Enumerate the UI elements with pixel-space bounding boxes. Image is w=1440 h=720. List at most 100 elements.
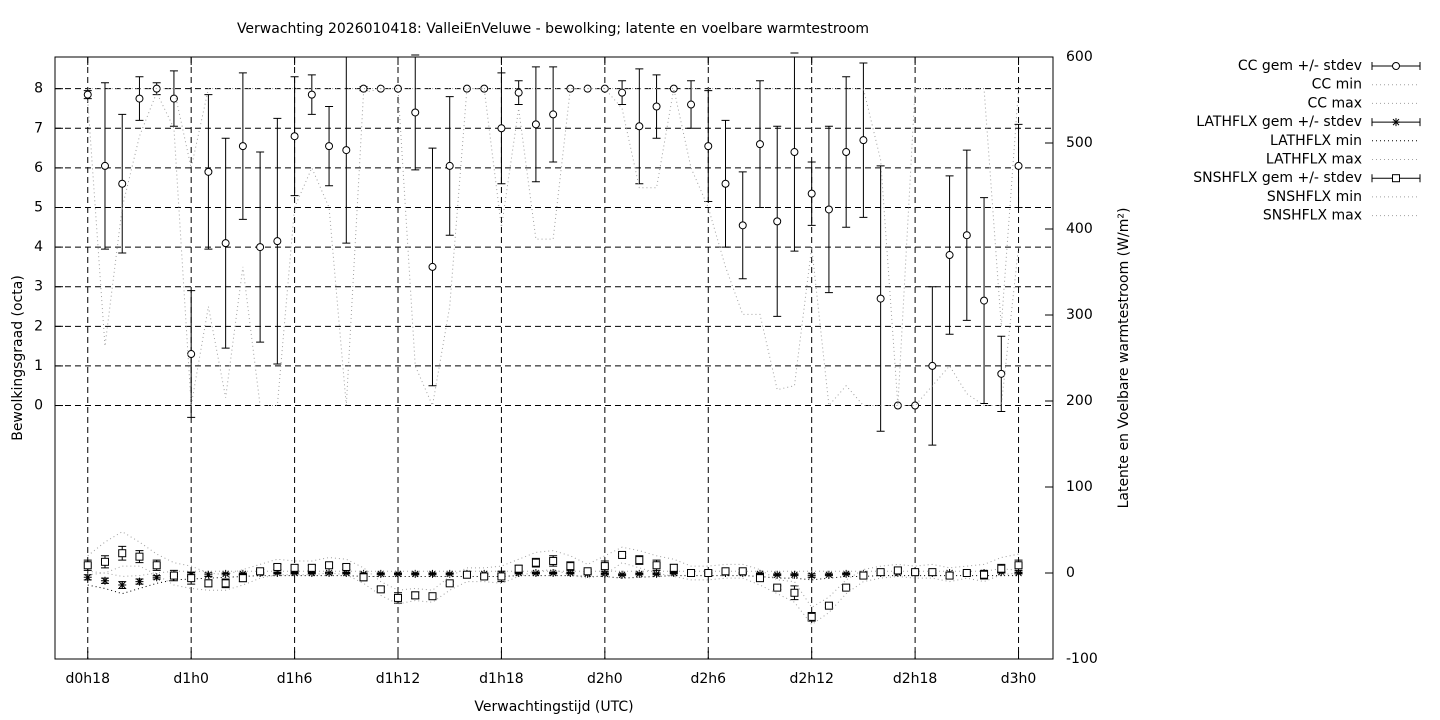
marker bbox=[135, 552, 144, 561]
marker bbox=[945, 571, 954, 580]
marker bbox=[238, 574, 247, 583]
marker bbox=[221, 579, 230, 588]
marker bbox=[876, 294, 885, 303]
marker bbox=[169, 571, 178, 580]
y2-tick-label: 200 bbox=[1066, 393, 1093, 409]
marker bbox=[100, 557, 109, 566]
marker bbox=[704, 142, 713, 151]
marker bbox=[790, 588, 799, 597]
marker bbox=[394, 593, 403, 602]
marker bbox=[893, 566, 902, 575]
marker bbox=[118, 581, 127, 590]
marker bbox=[824, 601, 833, 610]
marker bbox=[687, 569, 696, 577]
marker bbox=[514, 88, 523, 97]
legend-marker bbox=[1392, 62, 1400, 70]
marker bbox=[428, 262, 437, 271]
marker bbox=[928, 361, 937, 370]
marker bbox=[411, 108, 420, 117]
marker bbox=[100, 161, 109, 170]
legend-marker bbox=[1392, 174, 1400, 183]
marker bbox=[738, 567, 747, 576]
marker bbox=[118, 179, 127, 188]
marker bbox=[256, 567, 265, 576]
y2-tick-label: 600 bbox=[1066, 49, 1093, 65]
marker bbox=[807, 189, 816, 198]
marker bbox=[773, 570, 782, 579]
legend-label: CC min bbox=[1312, 77, 1362, 93]
y2-axis-label: Latente en Voelbare warmtestroom (W/m²) bbox=[1116, 208, 1132, 509]
marker bbox=[514, 569, 523, 577]
marker bbox=[118, 549, 127, 558]
y2-tick-label: 300 bbox=[1066, 307, 1093, 323]
legend-label: LATHFLX min bbox=[1270, 133, 1362, 149]
x-tick-label: d2h6 bbox=[690, 671, 726, 687]
marker bbox=[531, 120, 540, 129]
marker bbox=[962, 231, 971, 240]
line bbox=[87, 568, 1019, 577]
marker bbox=[721, 567, 730, 576]
marker bbox=[738, 221, 747, 230]
legend-label: SNSHFLX max bbox=[1263, 208, 1362, 224]
x-tick-label: d2h0 bbox=[587, 671, 623, 687]
marker bbox=[100, 576, 109, 585]
marker bbox=[583, 567, 592, 576]
marker bbox=[411, 569, 420, 578]
marker bbox=[394, 569, 403, 578]
y2-tick-label: -100 bbox=[1066, 651, 1098, 667]
marker bbox=[549, 569, 558, 577]
marker bbox=[273, 569, 282, 577]
marker bbox=[790, 148, 799, 157]
marker bbox=[256, 243, 265, 252]
marker bbox=[652, 569, 661, 578]
marker bbox=[273, 562, 282, 571]
y-tick-label: 0 bbox=[34, 398, 43, 414]
marker bbox=[325, 569, 334, 577]
marker bbox=[204, 579, 213, 588]
marker bbox=[325, 142, 334, 151]
marker bbox=[635, 556, 644, 565]
marker bbox=[83, 90, 92, 99]
marker bbox=[566, 562, 575, 571]
marker bbox=[307, 563, 316, 572]
marker bbox=[273, 237, 282, 246]
line bbox=[87, 88, 1020, 408]
x-tick-label: d1h12 bbox=[376, 671, 420, 687]
marker bbox=[600, 562, 609, 571]
marker bbox=[238, 569, 247, 578]
marker bbox=[187, 350, 196, 359]
marker bbox=[462, 84, 471, 93]
chart-title: Verwachting 2026010418: ValleiEnVeluwe -… bbox=[237, 21, 869, 37]
legend-label: CC max bbox=[1307, 95, 1362, 111]
marker bbox=[842, 583, 851, 592]
marker bbox=[1014, 161, 1023, 170]
marker bbox=[669, 84, 678, 93]
marker bbox=[290, 132, 299, 141]
legend-label: SNSHFLX min bbox=[1267, 189, 1362, 205]
marker bbox=[911, 568, 920, 577]
x-tick-label: d1h6 bbox=[277, 671, 313, 687]
marker bbox=[980, 570, 989, 579]
marker bbox=[600, 569, 609, 578]
marker bbox=[376, 569, 385, 578]
legend-label: LATHFLX gem +/- stdev bbox=[1196, 114, 1362, 130]
marker bbox=[790, 570, 799, 579]
line bbox=[87, 531, 1019, 609]
marker bbox=[842, 148, 851, 157]
marker bbox=[859, 571, 868, 580]
marker bbox=[566, 84, 575, 93]
marker bbox=[221, 239, 230, 248]
marker bbox=[480, 572, 489, 581]
marker bbox=[618, 550, 627, 559]
legend-label: LATHFLX max bbox=[1266, 152, 1362, 168]
marker bbox=[911, 401, 920, 410]
line bbox=[87, 575, 1019, 595]
marker bbox=[394, 84, 403, 93]
marker bbox=[859, 136, 868, 145]
marker bbox=[807, 612, 816, 621]
marker bbox=[359, 84, 368, 93]
marker bbox=[549, 556, 558, 565]
y-tick-label: 5 bbox=[34, 200, 43, 216]
marker bbox=[445, 161, 454, 170]
